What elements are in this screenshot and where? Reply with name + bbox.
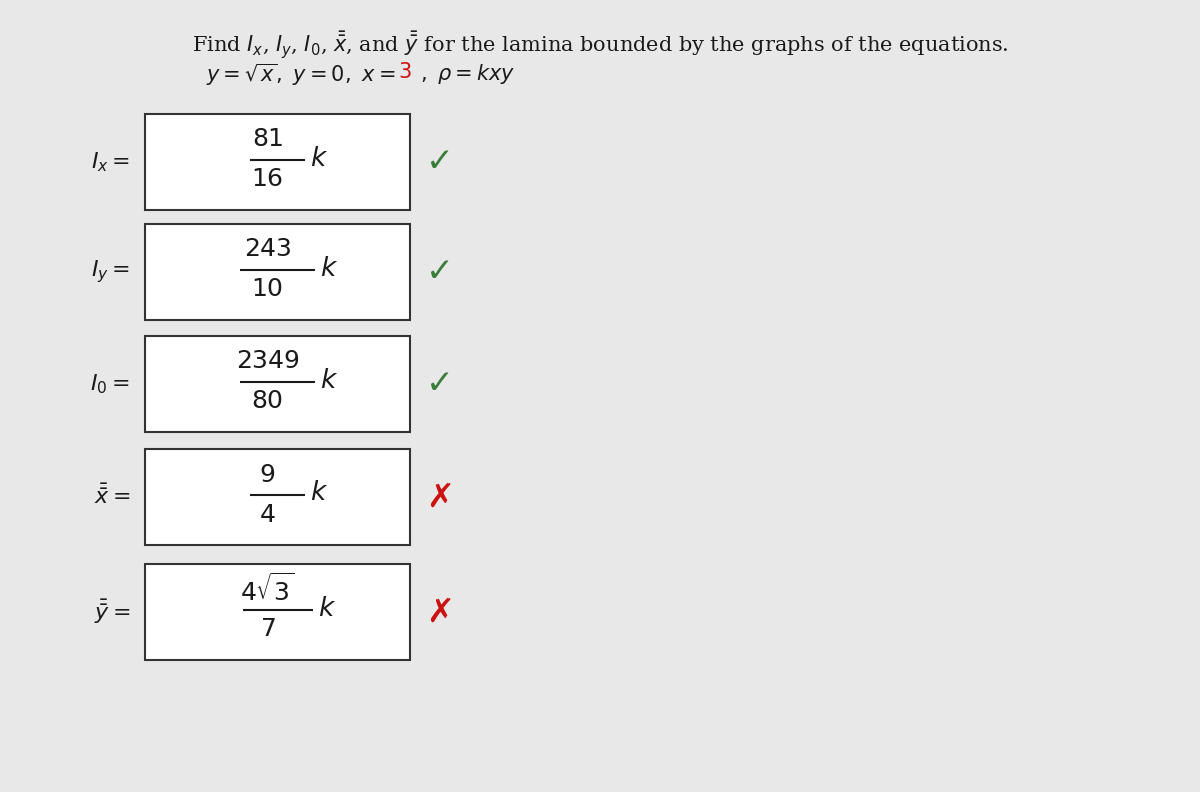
Text: Find $I_x$, $I_y$, $I_0$, $\bar{\bar{x}}$, and $\bar{\bar{y}}$ for the lamina bo: Find $I_x$, $I_y$, $I_0$, $\bar{\bar{x}}… <box>192 30 1008 61</box>
Text: $80$: $80$ <box>252 390 283 413</box>
Text: $I_0 =$: $I_0 =$ <box>90 372 130 396</box>
Text: $\bar{\bar{y}} =$: $\bar{\bar{y}} =$ <box>94 598 130 626</box>
Text: $9$: $9$ <box>259 463 276 486</box>
FancyBboxPatch shape <box>145 564 410 660</box>
Text: $\bar{\bar{x}} =$: $\bar{\bar{x}} =$ <box>94 485 130 509</box>
Text: $16$: $16$ <box>251 169 283 192</box>
Text: $,\ \rho = kxy$: $,\ \rho = kxy$ <box>420 62 515 86</box>
Text: ✓: ✓ <box>426 367 454 401</box>
Text: $k$: $k$ <box>310 481 328 505</box>
Text: $4\sqrt{3}$: $4\sqrt{3}$ <box>240 573 295 607</box>
FancyBboxPatch shape <box>145 336 410 432</box>
FancyBboxPatch shape <box>145 449 410 545</box>
Text: $y = \sqrt{x},\ y = 0,\ x = $: $y = \sqrt{x},\ y = 0,\ x = $ <box>205 62 395 88</box>
Text: $I_x =$: $I_x =$ <box>91 150 130 173</box>
Text: $7$: $7$ <box>259 619 275 642</box>
Text: ✗: ✗ <box>426 596 454 629</box>
Text: $I_y =$: $I_y =$ <box>91 259 130 285</box>
FancyBboxPatch shape <box>145 224 410 320</box>
Text: ✓: ✓ <box>426 146 454 178</box>
Text: $10$: $10$ <box>252 279 283 302</box>
Text: $2349$: $2349$ <box>235 351 300 374</box>
Text: ✗: ✗ <box>426 481 454 513</box>
Text: $k$: $k$ <box>320 256 338 280</box>
Text: ✓: ✓ <box>426 256 454 288</box>
Text: $81$: $81$ <box>252 128 283 151</box>
Text: $4$: $4$ <box>259 504 276 527</box>
Text: $k$: $k$ <box>318 596 336 620</box>
Text: $243$: $243$ <box>244 238 292 261</box>
Text: $k$: $k$ <box>310 146 328 170</box>
Text: $k$: $k$ <box>320 367 338 393</box>
Text: $3$: $3$ <box>398 62 412 82</box>
FancyBboxPatch shape <box>145 114 410 210</box>
